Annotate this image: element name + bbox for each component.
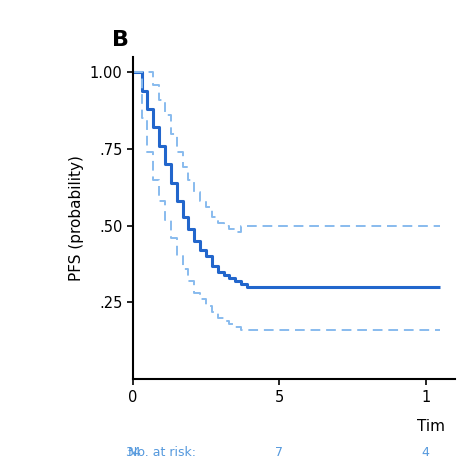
Text: Tim: Tim (417, 419, 445, 434)
Text: No. at risk:: No. at risk: (128, 446, 196, 459)
Text: B: B (112, 30, 129, 50)
Text: 4: 4 (422, 446, 429, 459)
Text: 7: 7 (275, 446, 283, 459)
Text: 34: 34 (125, 446, 141, 459)
Y-axis label: PFS (probability): PFS (probability) (69, 155, 84, 281)
